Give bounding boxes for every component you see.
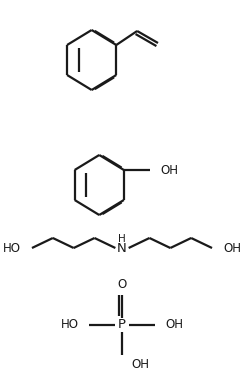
Text: OH: OH <box>161 163 179 176</box>
Text: OH: OH <box>132 358 150 370</box>
Text: HO: HO <box>61 318 78 331</box>
Text: H: H <box>118 234 126 244</box>
Text: OH: OH <box>224 242 241 255</box>
Text: P: P <box>118 318 126 331</box>
Text: O: O <box>117 279 127 291</box>
Text: HO: HO <box>3 242 20 255</box>
Text: N: N <box>117 242 127 255</box>
Text: OH: OH <box>166 318 183 331</box>
